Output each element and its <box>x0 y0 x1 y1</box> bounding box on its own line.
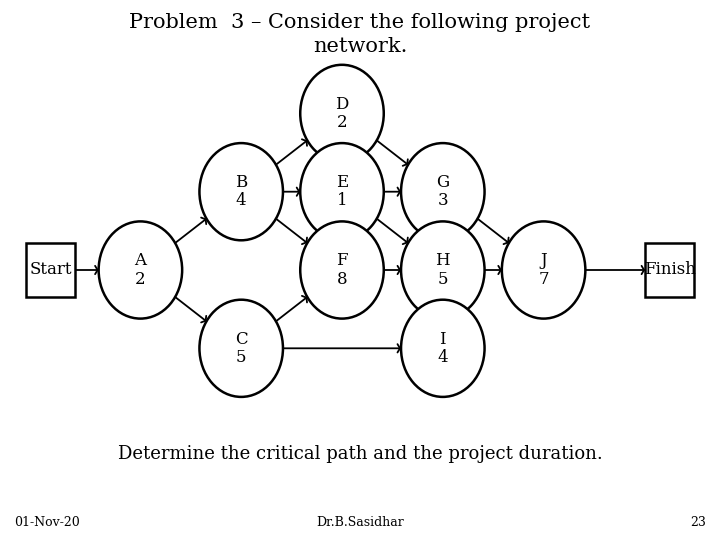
Text: J
7: J 7 <box>539 252 549 288</box>
Text: C
5: C 5 <box>235 330 248 366</box>
Ellipse shape <box>401 300 485 397</box>
Text: 01-Nov-20: 01-Nov-20 <box>14 516 80 529</box>
FancyBboxPatch shape <box>645 243 694 297</box>
Ellipse shape <box>401 221 485 319</box>
Text: D
2: D 2 <box>336 96 348 131</box>
Ellipse shape <box>99 221 182 319</box>
Text: F
8: F 8 <box>336 252 348 288</box>
Ellipse shape <box>199 143 283 240</box>
Text: Problem  3 – Consider the following project
network.: Problem 3 – Consider the following proje… <box>130 14 590 56</box>
Text: H
5: H 5 <box>436 252 450 288</box>
Ellipse shape <box>401 143 485 240</box>
Ellipse shape <box>300 143 384 240</box>
Text: 23: 23 <box>690 516 706 529</box>
Text: B
4: B 4 <box>235 174 248 210</box>
Text: A
2: A 2 <box>135 252 146 288</box>
Text: G
3: G 3 <box>436 174 449 210</box>
Ellipse shape <box>300 65 384 162</box>
Text: Dr.B.Sasidhar: Dr.B.Sasidhar <box>316 516 404 529</box>
Text: I
4: I 4 <box>438 330 448 366</box>
Ellipse shape <box>199 300 283 397</box>
FancyBboxPatch shape <box>26 243 75 297</box>
Ellipse shape <box>502 221 585 319</box>
Text: Finish: Finish <box>644 261 696 279</box>
Text: E
1: E 1 <box>336 174 348 210</box>
Text: Determine the critical path and the project duration.: Determine the critical path and the proj… <box>117 444 603 463</box>
Ellipse shape <box>300 221 384 319</box>
Text: Start: Start <box>29 261 72 279</box>
